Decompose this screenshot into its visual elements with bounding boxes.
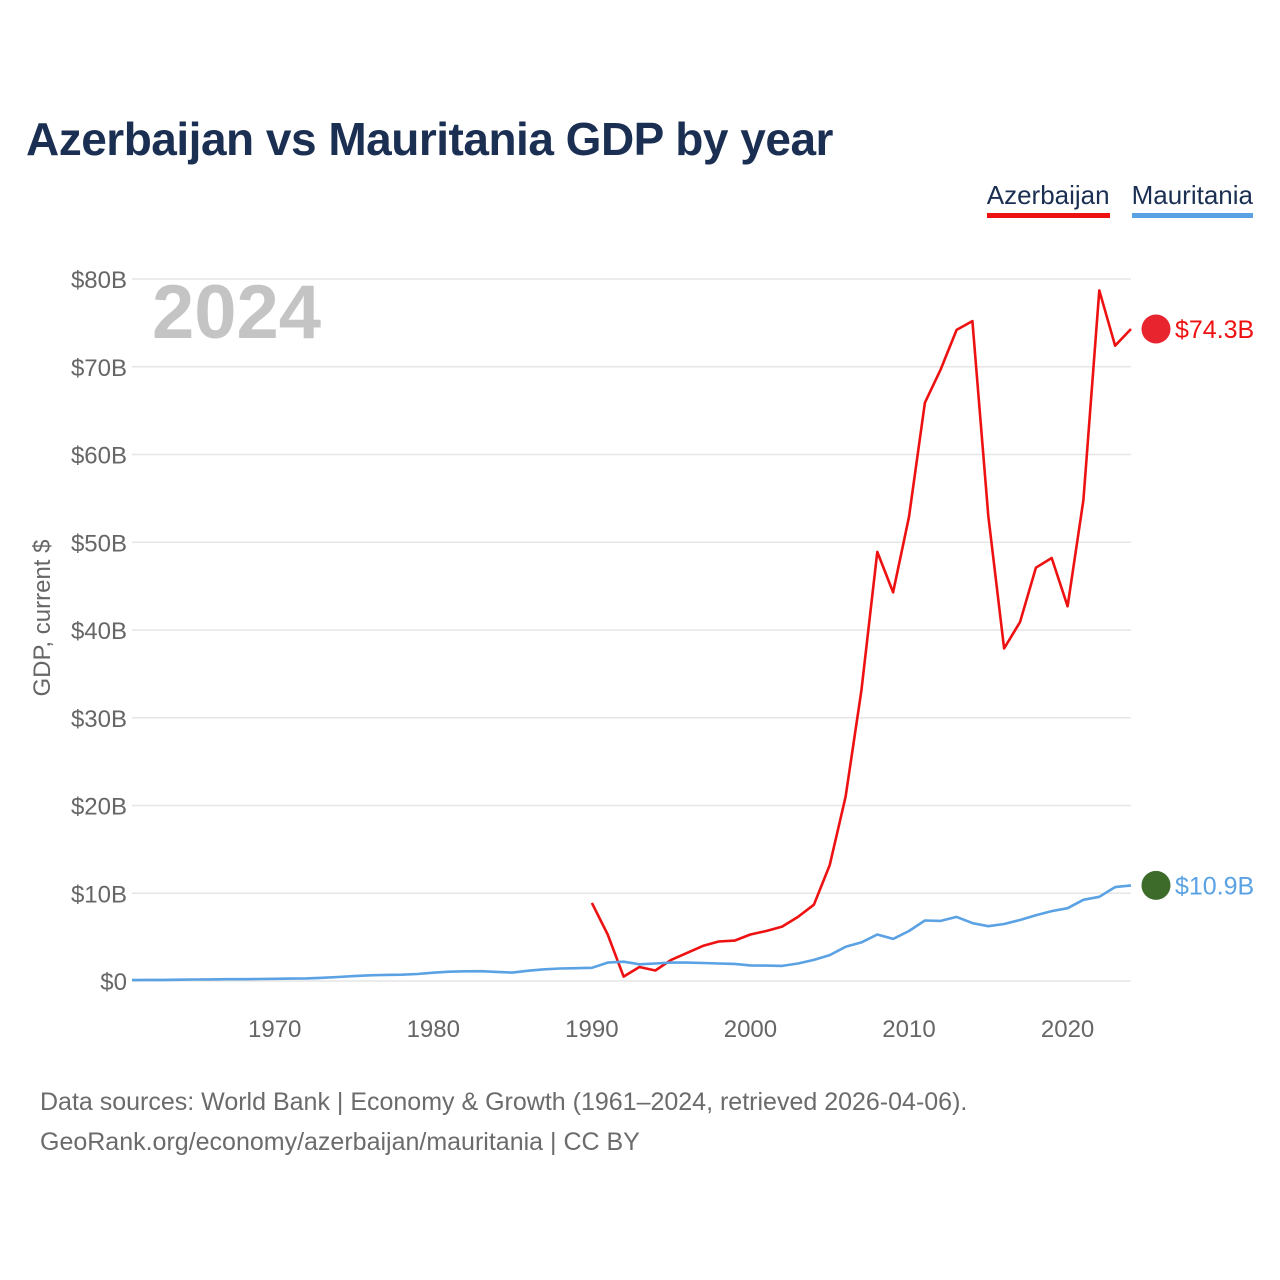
legend-item-azerbaijan[interactable]: Azerbaijan — [986, 180, 1110, 218]
legend-item-mauritania[interactable]: Mauritania — [1131, 180, 1253, 218]
y-axis-ticks: $0 $10B $20B $30B $40B $50B $60B $70B $80B — [71, 267, 127, 996]
source-line-2[interactable]: GeoRank.org/economy/azerbaijan/mauritani… — [40, 1128, 640, 1156]
end-value-label-mauritania: $10.9B — [1175, 872, 1254, 900]
y-tick-label: $30B — [71, 706, 127, 733]
x-tick-label: 2000 — [724, 1016, 777, 1043]
x-tick-label: 2020 — [1041, 1016, 1094, 1043]
y-tick-label: $80B — [71, 267, 127, 294]
chart-title: Azerbaijan vs Mauritania GDP by year — [26, 113, 833, 165]
series-line-mauritania — [131, 884, 1132, 982]
y-tick-label: $20B — [71, 794, 127, 821]
x-tick-label: 1970 — [248, 1016, 301, 1043]
x-tick-label: 1990 — [565, 1016, 618, 1043]
x-axis-ticks: 1970 1980 1990 2000 2010 2020 — [248, 1016, 1094, 1043]
source-note: Data sources: World Bank | Economy & Gro… — [40, 1082, 967, 1162]
flag-icon-mauritania — [1141, 870, 1171, 900]
y-tick-label: $70B — [71, 355, 127, 382]
y-tick-label: $10B — [71, 881, 127, 908]
grid-lines — [132, 278, 1131, 982]
y-tick-label: $0 — [100, 969, 127, 996]
series-lines — [131, 289, 1132, 982]
y-tick-label: $50B — [71, 530, 127, 557]
x-tick-label: 2010 — [882, 1016, 935, 1043]
x-tick-label: 1980 — [407, 1016, 460, 1043]
year-watermark: 2024 — [152, 270, 321, 355]
y-tick-label: $40B — [71, 618, 127, 645]
legend: Azerbaijan Mauritania — [986, 180, 1253, 218]
end-value-label-azerbaijan: $74.3B — [1175, 316, 1254, 344]
flag-icon-azerbaijan — [1141, 314, 1171, 344]
y-axis-title: GDP, current $ — [29, 540, 56, 697]
source-line-1: Data sources: World Bank | Economy & Gro… — [40, 1088, 968, 1116]
y-tick-label: $60B — [71, 443, 127, 470]
end-markers: $74.3B $10.9B — [1141, 314, 1254, 900]
series-line-azerbaijan — [590, 289, 1132, 978]
